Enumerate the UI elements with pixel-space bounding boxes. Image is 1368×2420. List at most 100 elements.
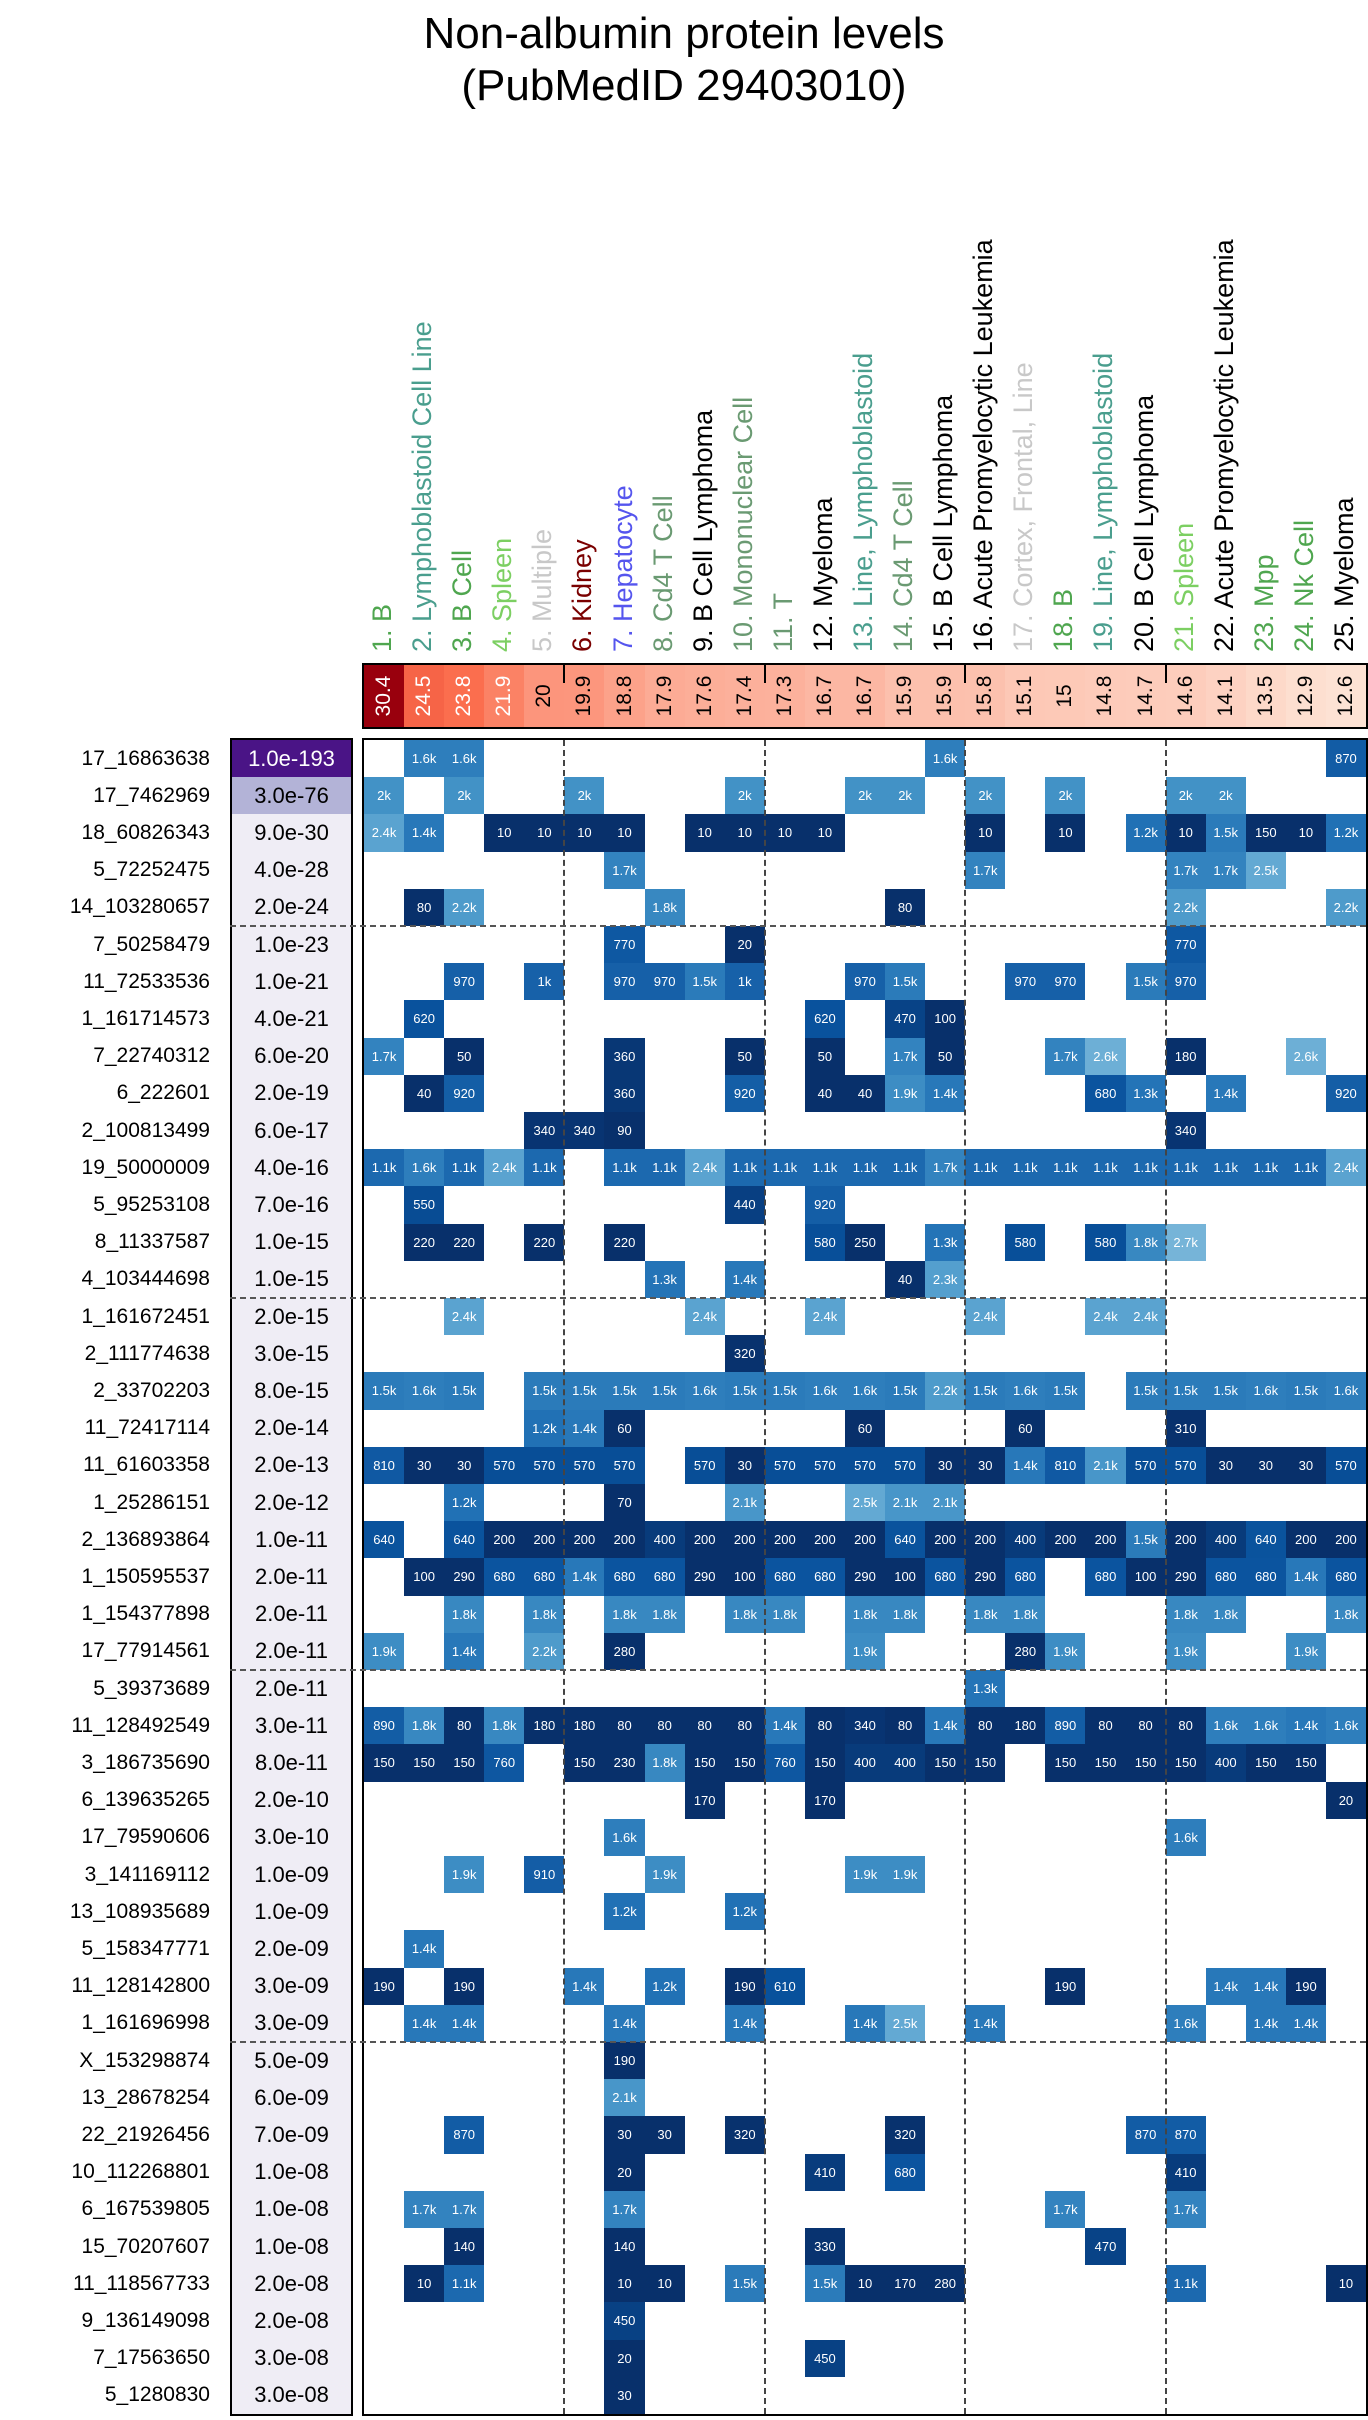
- heatmap-cell: 200: [564, 1521, 605, 1559]
- heatmap-cell: 1.8k: [524, 1595, 565, 1633]
- heatmap-cell: 220: [404, 1223, 445, 1261]
- heatmap-cell: 180: [524, 1707, 565, 1745]
- column-label: 9. B Cell Lymphoma: [687, 409, 718, 652]
- heatmap-cell: 50: [444, 1037, 485, 1075]
- heatmap-cell: 1.5k: [885, 1372, 926, 1410]
- column-group-separator: [763, 740, 766, 2414]
- heatmap-cell: 640: [444, 1521, 485, 1559]
- score-value: 14.7: [1133, 675, 1157, 717]
- heatmap-cell: 1.2k: [1125, 814, 1166, 852]
- heatmap-cell: 2.1k: [885, 1484, 926, 1522]
- heatmap-cell: 40: [885, 1260, 926, 1298]
- heatmap-cell: 920: [1325, 1074, 1366, 1112]
- score-value: 16.7: [812, 675, 836, 717]
- heatmap-cell: 10: [804, 814, 845, 852]
- score-cell: 13.5: [1245, 665, 1286, 727]
- score-value: 17.3: [772, 675, 796, 717]
- pvalue-cell: 2.0e-10: [232, 1781, 351, 1819]
- column-label: 13. Line, Lymphoblastoid: [848, 352, 878, 652]
- heatmap-cell: 340: [564, 1112, 605, 1150]
- heatmap-cell: 2.4k: [1325, 1149, 1366, 1187]
- heatmap-cell: 1.7k: [965, 851, 1006, 889]
- heatmap-cell: 170: [684, 1781, 725, 1819]
- heatmap-cell: 1.9k: [1165, 1632, 1206, 1670]
- heatmap-cell: 1.6k: [925, 740, 966, 778]
- heatmap-cell: 150: [684, 1744, 725, 1782]
- heatmap-cell: 580: [1005, 1223, 1046, 1261]
- score-value: 17.6: [692, 675, 716, 717]
- score-cell: 16.7: [844, 665, 886, 727]
- heatmap-cell: 1.4k: [1005, 1446, 1046, 1484]
- heatmap-cell: 1.2k: [644, 1967, 685, 2005]
- heatmap-cell: 1.9k: [1285, 1632, 1326, 1670]
- heatmap-cell: 170: [885, 2265, 926, 2303]
- heatmap-cell: 30: [604, 2116, 645, 2154]
- row-label: 17_16863638: [81, 746, 210, 770]
- row-label: 2_33702203: [93, 1378, 210, 1402]
- heatmap-cell: 10: [1325, 2265, 1366, 2303]
- heatmap-cell: 10: [524, 814, 565, 852]
- heatmap-cell: 1.8k: [644, 1744, 685, 1782]
- heatmap-cell: 190: [364, 1967, 405, 2005]
- heatmap-cell: 320: [724, 1335, 765, 1373]
- heatmap-cell: 1.4k: [925, 1074, 966, 1112]
- heatmap-cell: 80: [404, 888, 445, 926]
- row-label: X_153298874: [79, 2048, 210, 2072]
- heatmap-cell: 1.4k: [564, 1967, 605, 2005]
- score-cell: 14.6: [1165, 665, 1206, 727]
- heatmap-cell: 1.5k: [524, 1372, 565, 1410]
- heatmap-cell: 2k: [724, 777, 765, 815]
- heatmap-cell: 200: [1325, 1521, 1366, 1559]
- score-value: 15.9: [933, 675, 957, 717]
- heatmap-cell: 1.1k: [1245, 1149, 1286, 1187]
- row-label: 6_167539805: [81, 2197, 210, 2221]
- heatmap-cell: 450: [804, 2339, 845, 2377]
- heatmap-cell: 1.1k: [1285, 1149, 1326, 1187]
- heatmap-cell: 1.5k: [1045, 1372, 1086, 1410]
- column-label: 6. Kidney: [567, 539, 598, 652]
- heatmap-cell: 1.9k: [885, 1074, 926, 1112]
- heatmap-cell: 80: [644, 1707, 685, 1745]
- heatmap-cell: 870: [1125, 2116, 1166, 2154]
- heatmap-cell: 570: [844, 1446, 886, 1484]
- row-label: 5_95253108: [93, 1192, 210, 1216]
- row-label: 19_50000009: [81, 1155, 210, 1179]
- row-label: 5_1280830: [104, 2383, 210, 2407]
- heatmap-cell: 1.1k: [844, 1149, 886, 1187]
- score-value: 23.8: [452, 675, 476, 717]
- row-label: 14_103280657: [69, 895, 210, 919]
- score-cell: 15.8: [965, 665, 1006, 727]
- heatmap-cell: 680: [885, 2153, 926, 2191]
- row-label: 6_139635265: [81, 1788, 210, 1812]
- heatmap-cell: 680: [1205, 1558, 1246, 1596]
- heatmap-cell: 150: [404, 1744, 445, 1782]
- pvalue-cell: 3.0e-76: [232, 777, 351, 815]
- heatmap-cell: 1.5k: [564, 1372, 605, 1410]
- pvalue-cell: 3.0e-09: [232, 2004, 351, 2042]
- heatmap-cell: 10: [604, 814, 645, 852]
- heatmap-cell: 970: [1045, 963, 1086, 1001]
- heatmap-cell: 770: [604, 926, 645, 964]
- pvalue-cell: 2.0e-24: [232, 888, 351, 926]
- pvalue-cell: 3.0e-08: [232, 2339, 351, 2377]
- pvalue-cell: 1.0e-09: [232, 1856, 351, 1894]
- heatmap-cell: 30: [1285, 1446, 1326, 1484]
- heatmap-cell: 190: [444, 1967, 485, 2005]
- heatmap-cell: 1.4k: [1205, 1074, 1246, 1112]
- heatmap-cell: 680: [1005, 1558, 1046, 1596]
- heatmap-cell: 2k: [1165, 777, 1206, 815]
- heatmap-cell: 2.4k: [684, 1149, 725, 1187]
- column-label: 16. Acute Promyelocytic Leukemia: [968, 239, 999, 652]
- heatmap-cell: 150: [1045, 1744, 1086, 1782]
- heatmap-cell: 1.6k: [844, 1372, 886, 1410]
- heatmap-cell: 570: [764, 1446, 805, 1484]
- heatmap-cell: 80: [804, 1707, 845, 1745]
- row-group-separator: [230, 1297, 1366, 1299]
- heatmap-cell: 1k: [724, 963, 765, 1001]
- heatmap-cell: 450: [604, 2302, 645, 2340]
- heatmap-cell: 1.9k: [844, 1632, 886, 1670]
- row-label: 17_79590606: [81, 1825, 210, 1849]
- pvalue-cell: 1.0e-08: [232, 2228, 351, 2266]
- row-label: 15_70207607: [81, 2234, 210, 2258]
- row-group-separator: [230, 2041, 1366, 2043]
